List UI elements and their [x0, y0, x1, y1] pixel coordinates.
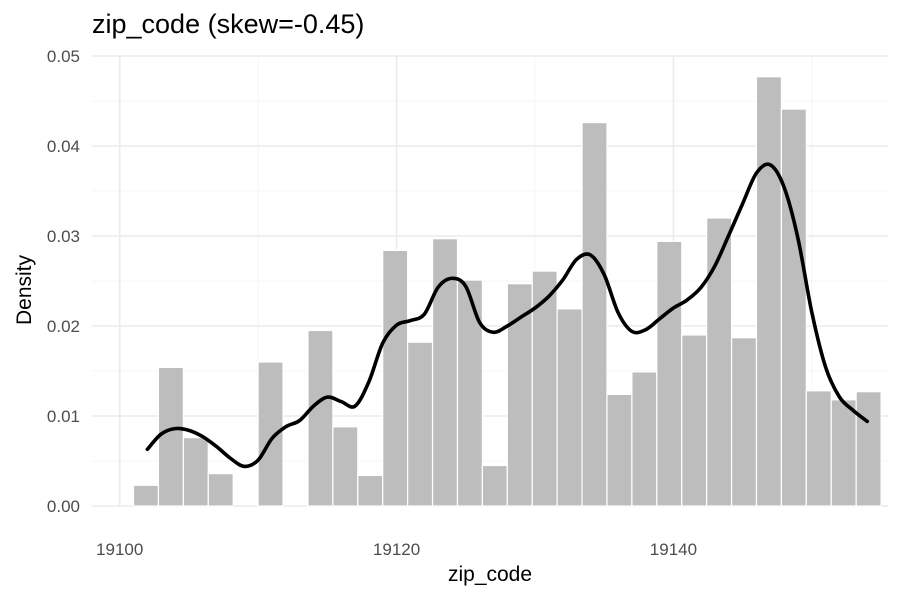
histogram-bar-27 — [780, 108, 807, 507]
density-curve — [145, 162, 870, 469]
histogram-bar-13 — [431, 238, 459, 507]
histogram-bar-14 — [456, 279, 483, 507]
histogram-bar-4 — [207, 473, 234, 507]
y-tick-label: 0.00 — [47, 497, 80, 516]
histogram-bar-30 — [855, 391, 882, 507]
histogram-bar-17 — [531, 270, 558, 507]
histogram-bar-21 — [631, 371, 658, 507]
histogram-bars — [132, 76, 882, 507]
histogram-bar-12 — [407, 341, 434, 507]
histogram-bar-18 — [556, 308, 583, 507]
y-tick-label: 0.02 — [47, 317, 80, 336]
histogram-bar-28 — [805, 390, 832, 507]
histogram-bar-29 — [830, 399, 857, 507]
histogram-bar-20 — [606, 393, 633, 507]
histogram-bar-1 — [132, 484, 160, 507]
histogram-bar-22 — [656, 240, 683, 507]
y-tick-label: 0.01 — [47, 407, 80, 426]
histogram-bar-19 — [581, 121, 608, 507]
x-tick-label: 19100 — [96, 540, 143, 559]
histogram-bar-15 — [481, 464, 508, 507]
histogram-bar-23 — [681, 334, 708, 507]
y-tick-label: 0.04 — [47, 137, 80, 156]
chart-title: zip_code (skew=-0.45) — [92, 9, 364, 39]
histogram-bar-6 — [257, 361, 284, 507]
histogram-bar-25 — [730, 337, 758, 507]
x-axis-title: zip_code — [448, 563, 532, 586]
histogram-bar-10 — [357, 474, 384, 507]
histogram-bar-11 — [382, 249, 409, 507]
y-tick-label: 0.05 — [47, 47, 80, 66]
x-tick-label: 19120 — [373, 540, 420, 559]
density-curve-layer — [145, 162, 870, 469]
histogram-bar-9 — [332, 426, 359, 507]
x-axis-tick-labels: 19100 19120 19140 — [96, 540, 697, 559]
histogram-bar-3 — [182, 437, 209, 507]
y-tick-label: 0.03 — [47, 227, 80, 246]
histogram-bar-26 — [755, 76, 783, 507]
y-axis-title: Density — [13, 254, 36, 325]
histogram-bar-2 — [157, 366, 184, 507]
y-axis-tick-labels: 0.00 0.01 0.02 0.03 0.04 0.05 — [47, 47, 80, 516]
histogram-bar-8 — [307, 329, 334, 507]
x-tick-label: 19140 — [650, 540, 697, 559]
